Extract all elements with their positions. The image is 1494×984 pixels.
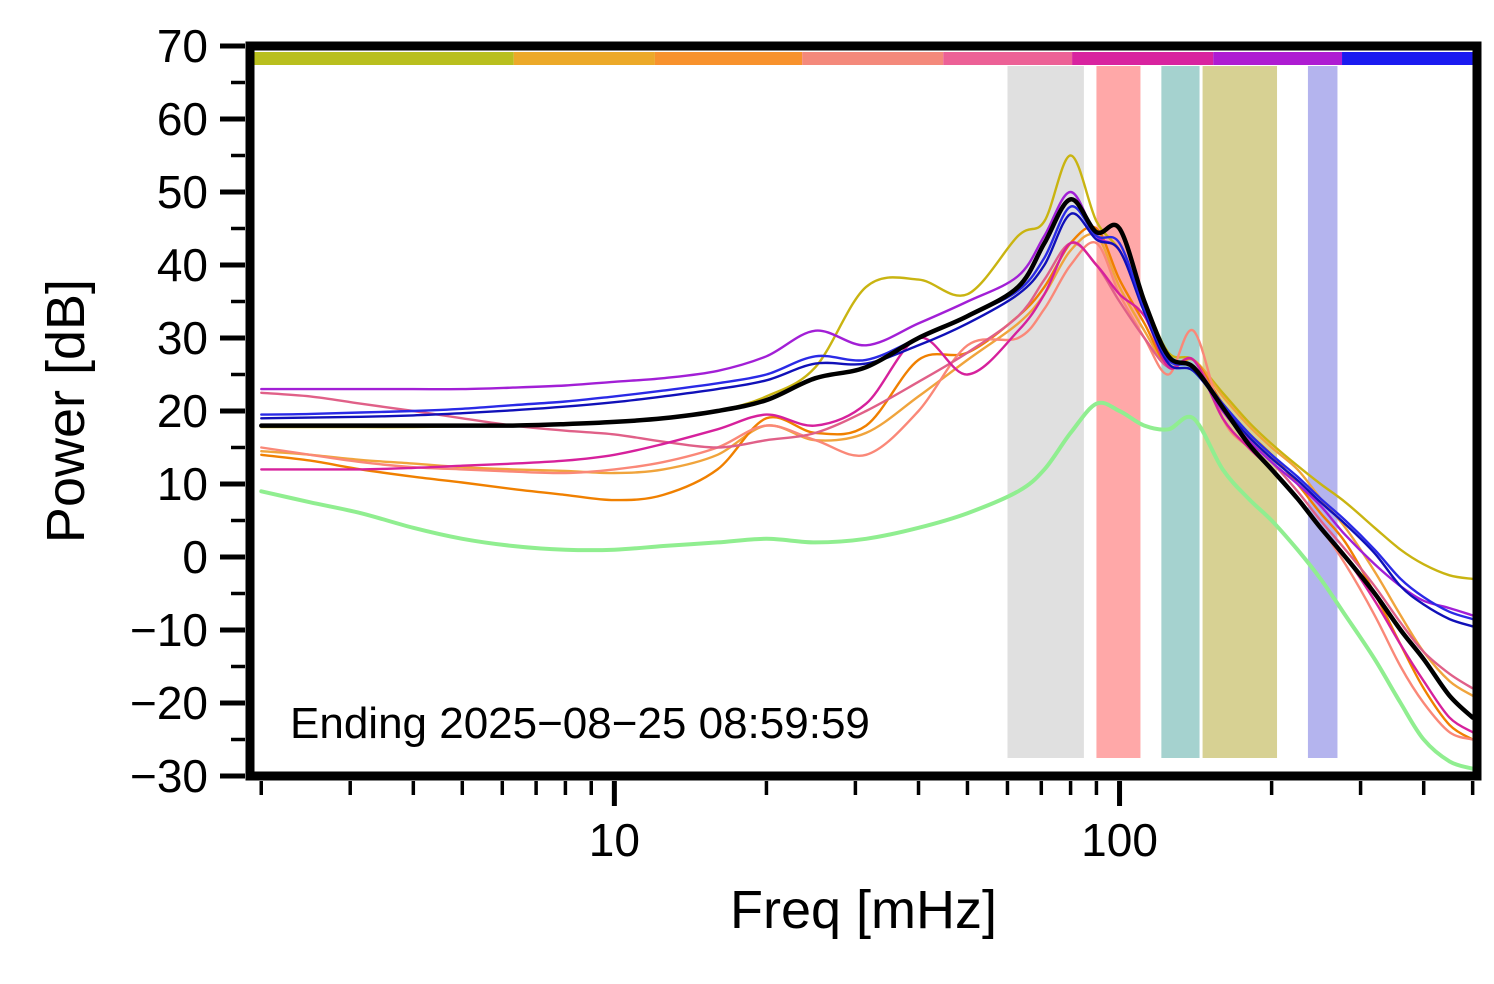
series-rose xyxy=(260,241,1474,690)
epoch-color-segment xyxy=(513,52,655,65)
band-gray xyxy=(1007,66,1084,758)
x-axis-title: Freq [mHz] xyxy=(730,880,997,940)
band-lavender xyxy=(1307,66,1338,758)
epoch-color-segment xyxy=(1213,52,1343,65)
series-navy xyxy=(260,212,1474,628)
series-purple xyxy=(260,190,1474,617)
epoch-color-segment xyxy=(943,52,1073,65)
epoch-color-bar xyxy=(250,52,1477,65)
y-tick-label: −30 xyxy=(130,750,208,802)
tick-group xyxy=(220,43,1475,806)
y-tick-label: 30 xyxy=(157,312,208,364)
series-group xyxy=(259,154,1475,771)
epoch-color-segment xyxy=(802,52,944,65)
y-tick-label: 60 xyxy=(157,93,208,145)
epoch-color-segment xyxy=(250,52,514,65)
x-tick-label: 10 xyxy=(589,814,640,866)
epoch-color-segment xyxy=(1072,52,1214,65)
series-blue xyxy=(260,205,1474,621)
y-tick-label: 20 xyxy=(157,385,208,437)
epoch-color-segment xyxy=(654,52,803,65)
series-mean xyxy=(259,197,1475,720)
y-tick-label: −10 xyxy=(130,604,208,656)
y-axis-title: Power [dB] xyxy=(40,279,96,543)
y-tick-label: 10 xyxy=(157,458,208,510)
psd-figure: 10 100 −30 −20 −10 0 10 20 30 40 50 60 70 Freq [mHz] P… xyxy=(40,16,1494,968)
series-orange xyxy=(260,225,1474,741)
y-tick-label: 0 xyxy=(182,531,208,583)
plot-frame xyxy=(245,41,1482,781)
ending-time-annotation: Ending 2025−08−25 08:59:59 xyxy=(290,699,870,748)
series-green xyxy=(259,400,1475,771)
band-teal xyxy=(1161,66,1200,758)
y-tick-label: 70 xyxy=(157,20,208,72)
epoch-color-segment xyxy=(1342,52,1477,65)
x-tick-label: 100 xyxy=(1081,814,1158,866)
chart-canvas: 10 100 −30 −20 −10 0 10 20 30 40 50 60 70 Freq [mHz] P… xyxy=(40,16,1494,968)
y-tick-label: 50 xyxy=(157,166,208,218)
y-tick-label: −20 xyxy=(130,677,208,729)
y-tick-label: 40 xyxy=(157,239,208,291)
